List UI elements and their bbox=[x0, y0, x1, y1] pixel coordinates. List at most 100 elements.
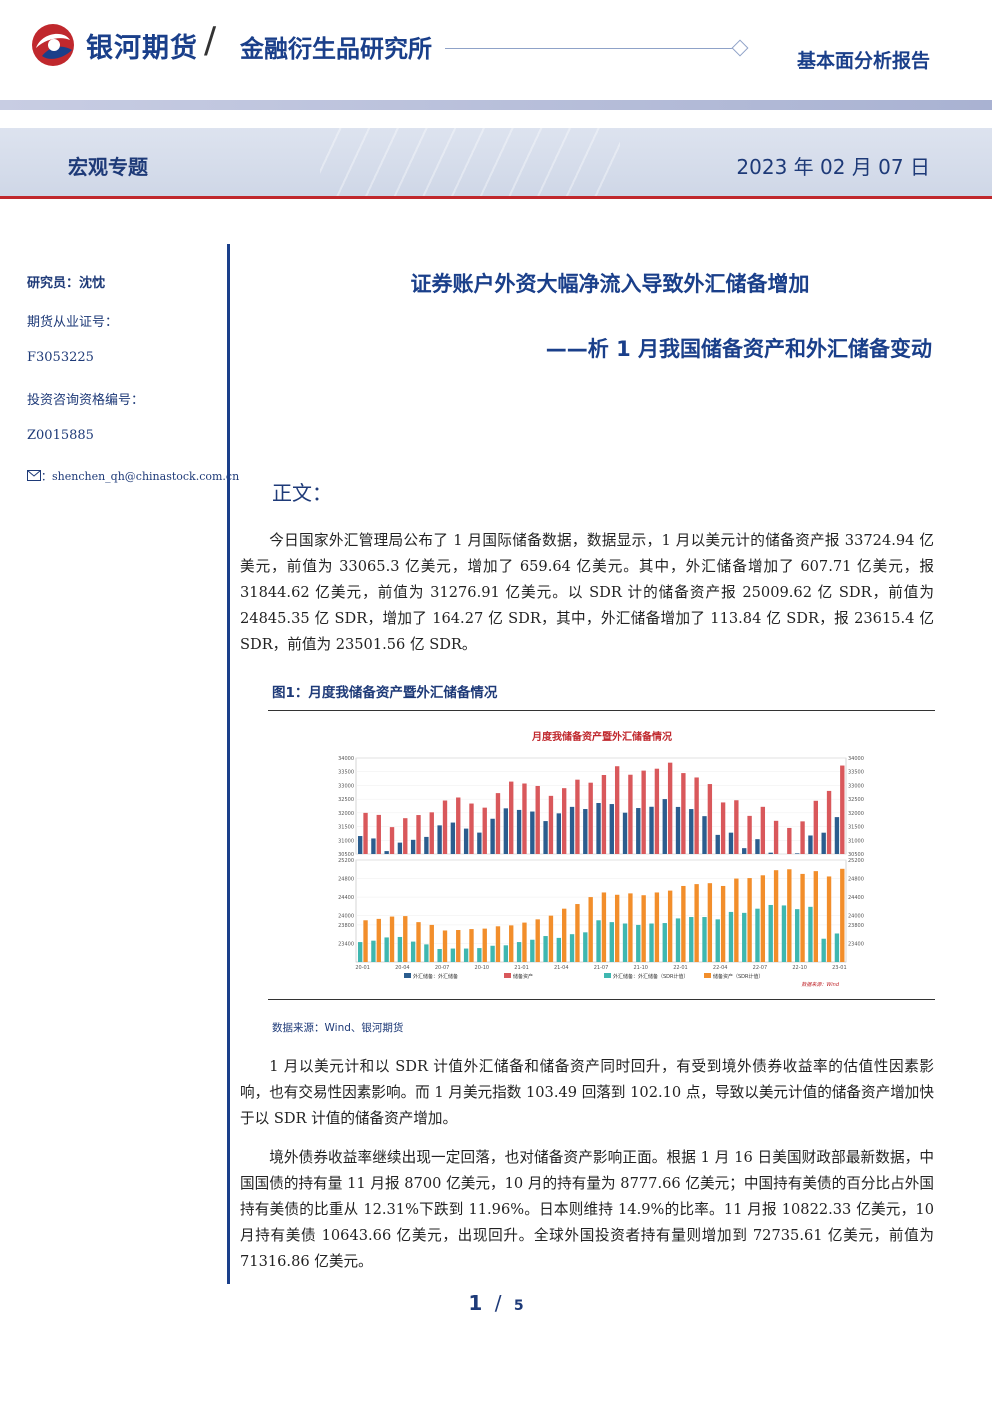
galaxy-futures-logo-icon bbox=[32, 24, 74, 66]
bar-usd-s1-20-04 bbox=[403, 818, 408, 854]
bar-sdr-s0-22-10 bbox=[795, 909, 800, 962]
consult-number: Z0015885 bbox=[27, 428, 94, 443]
bar-sdr-s0-22-11 bbox=[808, 906, 813, 962]
bar-usd-s1-20-03 bbox=[389, 827, 395, 854]
chart-watermark: 数据来源：Wind bbox=[801, 981, 840, 988]
figure-top-rule bbox=[268, 710, 935, 711]
bar-usd-s1-21-07 bbox=[601, 775, 607, 854]
bar-usd-s0-20-09 bbox=[463, 828, 469, 854]
bar-sdr-s0-21-11 bbox=[649, 923, 654, 962]
email-address[interactable]: ：shenchen_qh@chinastock.com.cn bbox=[41, 470, 240, 483]
bar-sdr-s0-22-03 bbox=[702, 917, 707, 962]
x-tick-label: 22-04 bbox=[713, 965, 728, 971]
bar-sdr-s1-21-10 bbox=[641, 895, 646, 962]
bar-sdr-s1-20-08 bbox=[456, 930, 461, 962]
x-tick-label: 21-10 bbox=[633, 965, 648, 971]
y-tick-label-right: 32000 bbox=[848, 811, 864, 817]
paragraph-1: 今日国家外汇管理局公布了 1 月国际储备数据，数据显示，1 月以美元计的储备资产… bbox=[240, 532, 934, 653]
bar-sdr-s1-20-11 bbox=[495, 926, 501, 962]
bar-sdr-s0-20-05 bbox=[410, 941, 416, 962]
report-date: 2023 年 02 月 07 日 bbox=[736, 155, 930, 179]
header-band bbox=[0, 100, 992, 110]
bar-usd-s0-21-07 bbox=[596, 803, 601, 854]
plot-frame-usd bbox=[355, 757, 847, 855]
x-tick-label: 20-10 bbox=[475, 965, 490, 971]
y-tick-label-right: 24800 bbox=[848, 877, 864, 883]
bar-usd-s1-21-04 bbox=[562, 788, 567, 854]
diamond-icon bbox=[731, 39, 749, 57]
legend-swatch bbox=[504, 973, 511, 978]
y-tick-label-right: 33500 bbox=[848, 770, 864, 776]
y-tick-label-right: 34000 bbox=[848, 756, 864, 762]
report-topic: 宏观专题 bbox=[68, 155, 148, 179]
bar-sdr-s1-21-08 bbox=[614, 894, 620, 962]
bar-sdr-s0-20-09 bbox=[463, 948, 469, 962]
brand-name: 银河期货 bbox=[86, 33, 198, 64]
reserve-chart: 月度我储备资产暨外汇储备情况 30500 30500 31000 31000 31500 3… bbox=[334, 726, 870, 988]
legend-label: 外汇储备：外汇储备（SDR计值） bbox=[613, 973, 689, 980]
bar-usd-s0-21-04 bbox=[556, 813, 562, 854]
email-row: ：shenchen_qh@chinastock.com.cn bbox=[27, 468, 239, 484]
bar-sdr-s0-22-04 bbox=[715, 919, 720, 962]
bar-sdr-s1-21-04 bbox=[562, 908, 567, 962]
bar-sdr-s0-20-06 bbox=[424, 944, 429, 962]
bar-sdr-s0-21-09 bbox=[622, 923, 628, 962]
bar-sdr-s1-22-09 bbox=[787, 869, 792, 962]
bar-sdr-s0-20-04 bbox=[397, 936, 403, 962]
bar-sdr-s1-21-07 bbox=[601, 892, 607, 962]
bar-usd-s1-22-05 bbox=[734, 800, 739, 854]
topic-band bbox=[0, 128, 992, 196]
bar-usd-s1-20-10 bbox=[482, 807, 487, 854]
bar-sdr-s1-20-03 bbox=[389, 916, 395, 962]
bar-sdr-s0-20-01 bbox=[357, 942, 363, 962]
x-tick-label: 22-01 bbox=[673, 965, 688, 971]
bar-usd-s0-21-08 bbox=[609, 804, 614, 854]
legend-swatch bbox=[704, 973, 711, 978]
bar-sdr-s1-23-01 bbox=[840, 868, 845, 962]
x-tick-label: 21-01 bbox=[514, 965, 529, 971]
bar-sdr-s0-21-04 bbox=[556, 937, 562, 962]
bar-usd-s1-22-10 bbox=[800, 821, 805, 854]
y-tick-label-left: 33000 bbox=[338, 783, 354, 789]
y-tick-label-right: 23800 bbox=[848, 923, 864, 929]
legend-label: 储备资产 bbox=[513, 973, 533, 980]
bar-usd-s0-20-02 bbox=[371, 838, 376, 854]
bar-usd-s0-21-03 bbox=[543, 821, 548, 854]
page-separator: / bbox=[494, 1291, 502, 1315]
researcher-name: 研究员：沈忱 bbox=[27, 276, 106, 291]
bar-usd-s0-22-06 bbox=[742, 848, 747, 854]
bar-usd-s0-20-06 bbox=[424, 836, 429, 854]
bar-usd-s1-20-07 bbox=[442, 800, 448, 854]
bar-sdr-s0-21-02 bbox=[530, 939, 535, 962]
bar-usd-s0-20-05 bbox=[410, 839, 416, 854]
bar-usd-s1-22-04 bbox=[720, 802, 726, 854]
chart-title: 月度我储备资产暨外汇储备情况 bbox=[531, 730, 672, 743]
x-tick-label: 20-07 bbox=[435, 965, 450, 971]
bar-sdr-s1-21-02 bbox=[535, 919, 540, 962]
bar-sdr-s1-21-01 bbox=[522, 922, 527, 962]
page-current: 1 bbox=[468, 1291, 483, 1315]
bar-usd-s1-20-02 bbox=[376, 814, 381, 854]
bar-usd-s1-21-01 bbox=[522, 783, 527, 854]
bar-sdr-s1-20-09 bbox=[469, 929, 474, 962]
y-tick-label-left: 24800 bbox=[338, 877, 354, 883]
y-tick-label-right: 24000 bbox=[848, 914, 864, 920]
bar-sdr-s1-20-12 bbox=[509, 925, 514, 962]
y-tick-label-left: 25200 bbox=[338, 858, 354, 864]
bar-usd-s0-20-04 bbox=[397, 842, 403, 854]
figure-caption: 图1：月度我储备资产暨外汇储备情况 bbox=[272, 685, 498, 701]
bar-usd-s0-22-03 bbox=[702, 816, 707, 854]
bar-usd-s1-20-08 bbox=[456, 797, 461, 854]
y-tick-label-left: 32000 bbox=[338, 811, 354, 817]
bar-usd-s0-20-01 bbox=[357, 836, 363, 854]
bar-usd-s1-20-12 bbox=[509, 781, 514, 854]
bar-sdr-s0-20-08 bbox=[450, 948, 456, 962]
paragraph-3: 境外债券收益率继续出现一定回落，也对储备资产影响正面。根据 1 月 16 日美国… bbox=[240, 1149, 934, 1270]
y-tick-label-left: 32500 bbox=[338, 797, 354, 803]
x-tick-label: 22-07 bbox=[753, 965, 768, 971]
y-tick-label-right: 31000 bbox=[848, 838, 864, 844]
consult-label: 投资咨询资格编号： bbox=[27, 393, 145, 408]
bar-sdr-s0-23-01 bbox=[834, 933, 840, 962]
y-tick-label-right: 24400 bbox=[848, 895, 864, 901]
figure-bottom-rule bbox=[268, 999, 935, 1000]
